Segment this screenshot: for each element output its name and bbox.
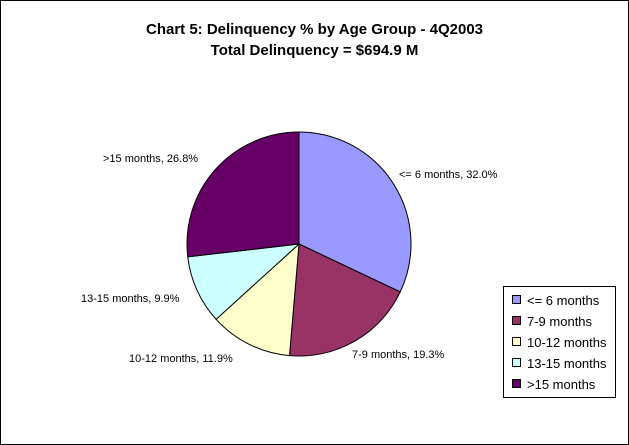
pie-slice-2 [288, 243, 401, 357]
legend-swatch-1 [512, 295, 521, 304]
data-label-1: <= 6 months, 32.0% [399, 169, 498, 181]
legend-label-2: 7-9 months [527, 314, 593, 329]
legend-label-1: <= 6 months [527, 293, 600, 308]
pie-slice-3 [215, 242, 300, 357]
pie-slice-1 [298, 131, 412, 293]
legend-item-1: <= 6 months [512, 293, 599, 309]
chart-title: Chart 5: Delinquency % by Age Group - 4Q… [145, 21, 484, 38]
data-label-3: 10-12 months, 11.9% [129, 353, 233, 365]
legend-item-3: 10-12 months [512, 335, 607, 351]
legend-label-5: >15 months [527, 377, 596, 392]
data-label-4: 13-15 months, 9.9% [81, 293, 180, 305]
legend-label-3: 10-12 months [527, 335, 607, 350]
legend: <= 6 months 7-9 months 10-12 months 13-15 m… [503, 286, 616, 398]
legend-label-4: 13-15 months [527, 356, 607, 371]
legend-item-2: 7-9 months [512, 314, 592, 330]
legend-swatch-2 [512, 316, 521, 325]
data-label-2: 7-9 months, 19.3% [352, 349, 445, 361]
data-label-5: >15 months, 26.8% [103, 153, 198, 165]
pie-slice-5 [186, 131, 300, 258]
legend-swatch-3 [512, 337, 521, 346]
chart-subtitle: Total Delinquency = $694.9 M [210, 42, 419, 59]
legend-swatch-5 [512, 379, 521, 388]
legend-item-5: >15 months [512, 377, 595, 393]
legend-swatch-4 [512, 358, 521, 367]
legend-item-4: 13-15 months [512, 356, 607, 372]
